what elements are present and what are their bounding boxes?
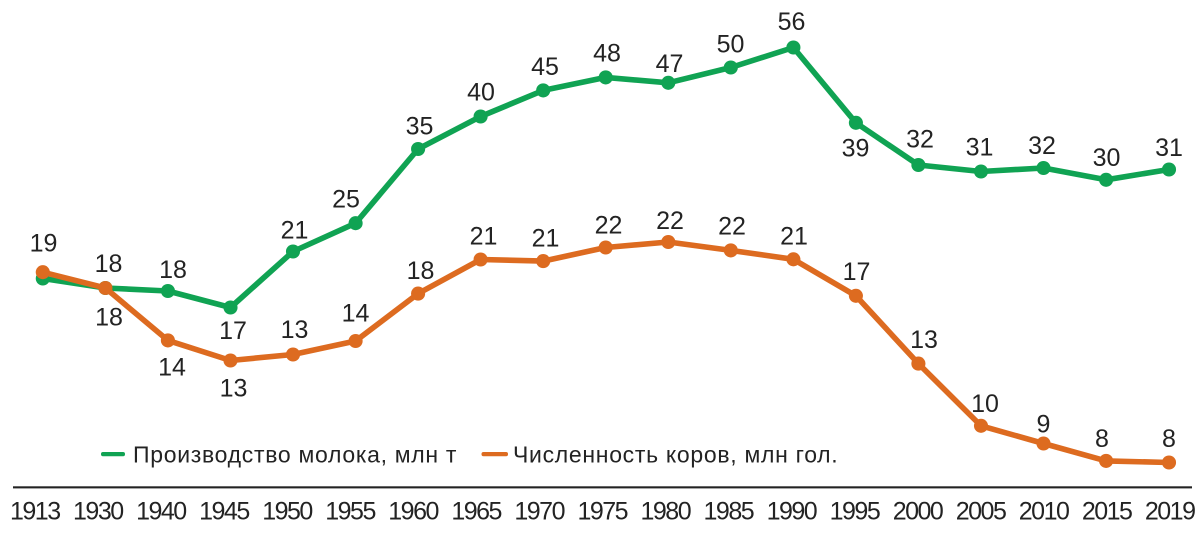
svg-text:1940: 1940 bbox=[136, 498, 186, 526]
svg-text:18: 18 bbox=[95, 304, 123, 332]
svg-text:1950: 1950 bbox=[262, 498, 312, 526]
svg-text:45: 45 bbox=[531, 53, 559, 81]
svg-text:1965: 1965 bbox=[451, 498, 501, 526]
svg-text:2015: 2015 bbox=[1082, 498, 1132, 526]
svg-text:14: 14 bbox=[342, 300, 370, 328]
svg-text:8: 8 bbox=[1162, 425, 1176, 453]
svg-text:1960: 1960 bbox=[388, 498, 438, 526]
svg-text:2010: 2010 bbox=[1019, 498, 1069, 526]
svg-text:32: 32 bbox=[1028, 132, 1056, 160]
svg-text:25: 25 bbox=[332, 186, 360, 214]
svg-text:1930: 1930 bbox=[73, 498, 123, 526]
svg-text:50: 50 bbox=[717, 31, 745, 59]
svg-text:2005: 2005 bbox=[956, 498, 1006, 526]
svg-text:1975: 1975 bbox=[577, 498, 627, 526]
svg-text:1945: 1945 bbox=[199, 498, 249, 526]
svg-text:21: 21 bbox=[532, 225, 560, 253]
svg-text:30: 30 bbox=[1093, 144, 1121, 172]
svg-text:22: 22 bbox=[718, 213, 746, 241]
svg-text:1980: 1980 bbox=[640, 498, 690, 526]
svg-text:21: 21 bbox=[281, 217, 309, 245]
svg-text:39: 39 bbox=[842, 135, 870, 163]
svg-text:31: 31 bbox=[1155, 134, 1183, 162]
svg-text:21: 21 bbox=[470, 223, 498, 251]
svg-text:8: 8 bbox=[1095, 425, 1109, 453]
svg-text:56: 56 bbox=[778, 8, 806, 36]
svg-text:35: 35 bbox=[406, 113, 434, 141]
svg-text:31: 31 bbox=[966, 134, 994, 162]
svg-text:1990: 1990 bbox=[767, 498, 817, 526]
svg-text:2000: 2000 bbox=[893, 498, 943, 526]
svg-text:13: 13 bbox=[281, 316, 309, 344]
svg-text:Производство молока, млн т: Производство молока, млн т bbox=[133, 442, 457, 468]
svg-text:17: 17 bbox=[843, 258, 871, 286]
svg-text:48: 48 bbox=[593, 40, 621, 68]
svg-text:22: 22 bbox=[595, 212, 623, 240]
svg-text:13: 13 bbox=[910, 326, 938, 354]
svg-text:1985: 1985 bbox=[704, 498, 754, 526]
svg-text:21: 21 bbox=[780, 223, 808, 251]
svg-text:18: 18 bbox=[407, 257, 435, 285]
svg-text:1970: 1970 bbox=[514, 498, 564, 526]
svg-text:Численность коров, млн гол.: Численность коров, млн гол. bbox=[513, 442, 838, 468]
svg-text:1913: 1913 bbox=[10, 498, 60, 526]
svg-text:1995: 1995 bbox=[830, 498, 880, 526]
svg-text:32: 32 bbox=[906, 126, 934, 154]
svg-text:13: 13 bbox=[220, 375, 248, 403]
svg-text:22: 22 bbox=[656, 207, 684, 235]
svg-text:10: 10 bbox=[971, 390, 999, 418]
svg-text:1955: 1955 bbox=[325, 498, 375, 526]
svg-text:18: 18 bbox=[159, 256, 187, 284]
svg-text:19: 19 bbox=[30, 230, 58, 258]
svg-text:2019: 2019 bbox=[1145, 498, 1195, 526]
svg-text:40: 40 bbox=[467, 79, 495, 107]
svg-text:9: 9 bbox=[1037, 411, 1051, 439]
svg-text:47: 47 bbox=[656, 50, 684, 78]
svg-text:17: 17 bbox=[219, 317, 247, 345]
svg-text:18: 18 bbox=[95, 250, 123, 278]
svg-text:14: 14 bbox=[158, 354, 186, 382]
